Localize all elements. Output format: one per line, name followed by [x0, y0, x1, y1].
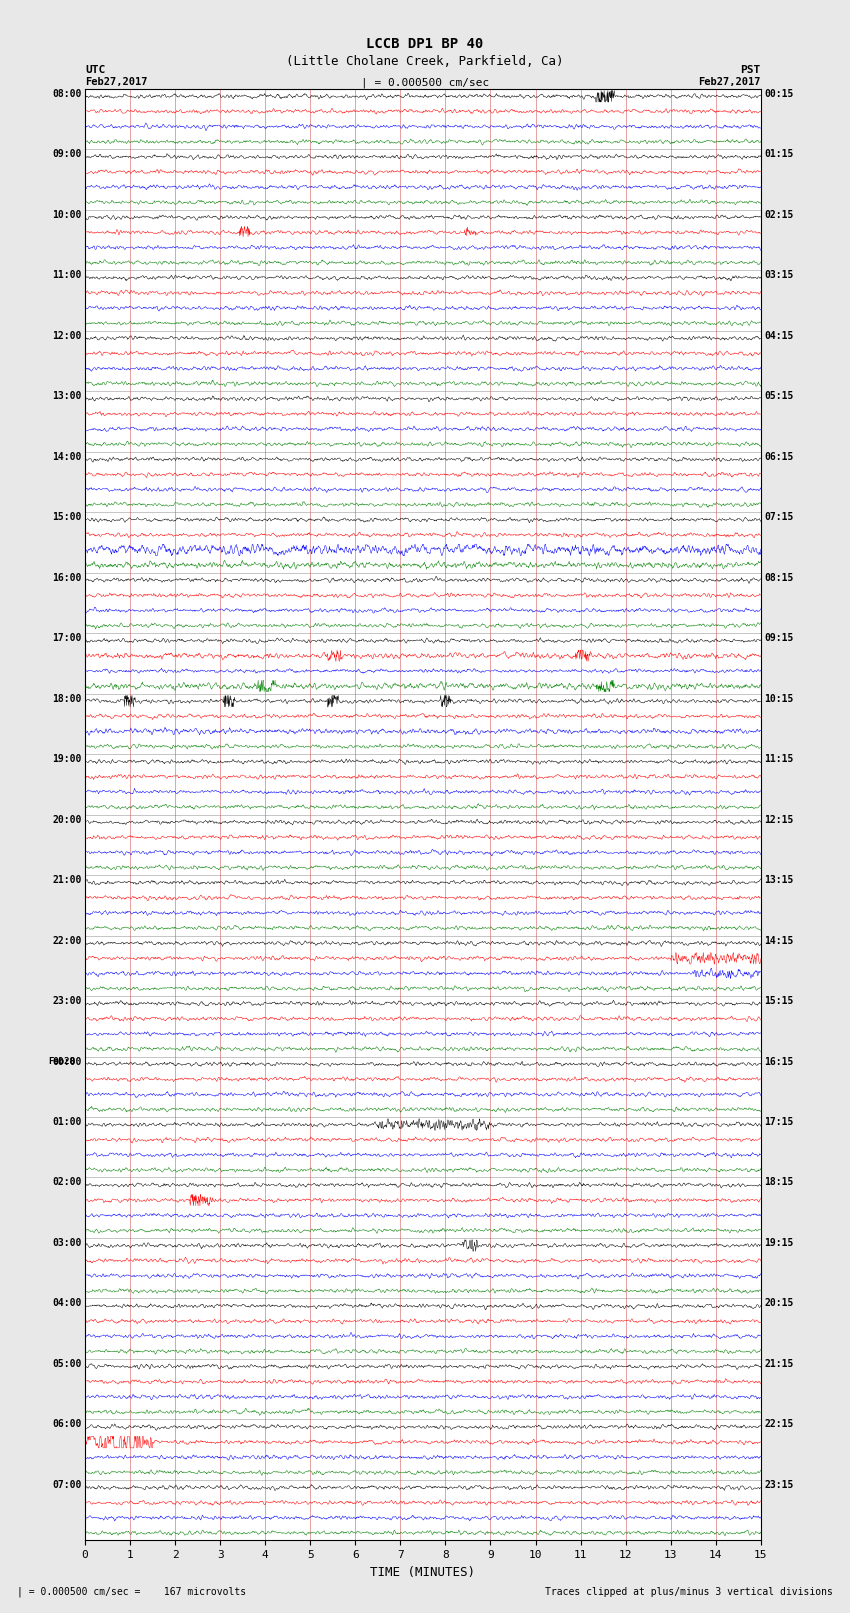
- Text: 23:15: 23:15: [764, 1481, 794, 1490]
- Text: 05:15: 05:15: [764, 392, 794, 402]
- Text: 06:15: 06:15: [764, 452, 794, 461]
- Text: 09:00: 09:00: [52, 150, 82, 160]
- Text: 13:00: 13:00: [52, 392, 82, 402]
- Text: 09:15: 09:15: [764, 634, 794, 644]
- Text: 23:00: 23:00: [52, 997, 82, 1007]
- Text: Traces clipped at plus/minus 3 vertical divisions: Traces clipped at plus/minus 3 vertical …: [545, 1587, 833, 1597]
- Text: 02:15: 02:15: [764, 210, 794, 219]
- Text: 14:15: 14:15: [764, 936, 794, 945]
- Text: 11:00: 11:00: [52, 271, 82, 281]
- Text: 12:15: 12:15: [764, 815, 794, 824]
- Text: 02:00: 02:00: [52, 1177, 82, 1187]
- Text: 22:00: 22:00: [52, 936, 82, 945]
- Text: 16:00: 16:00: [52, 573, 82, 582]
- Text: 05:00: 05:00: [52, 1358, 82, 1369]
- Text: 03:15: 03:15: [764, 271, 794, 281]
- Text: 19:00: 19:00: [52, 755, 82, 765]
- Text: 18:00: 18:00: [52, 694, 82, 703]
- Text: 10:00: 10:00: [52, 210, 82, 219]
- Text: 17:00: 17:00: [52, 634, 82, 644]
- Text: 07:15: 07:15: [764, 513, 794, 523]
- Text: 08:15: 08:15: [764, 573, 794, 582]
- Text: 16:15: 16:15: [764, 1057, 794, 1066]
- Text: 10:15: 10:15: [764, 694, 794, 703]
- Text: 01:15: 01:15: [764, 150, 794, 160]
- Text: 04:00: 04:00: [52, 1298, 82, 1308]
- Text: 19:15: 19:15: [764, 1239, 794, 1248]
- Text: 04:15: 04:15: [764, 331, 794, 340]
- Text: 18:15: 18:15: [764, 1177, 794, 1187]
- Text: Feb28: Feb28: [48, 1057, 75, 1066]
- Text: LCCB DP1 BP 40: LCCB DP1 BP 40: [366, 37, 484, 52]
- Text: (Little Cholane Creek, Parkfield, Ca): (Little Cholane Creek, Parkfield, Ca): [286, 55, 564, 68]
- Text: 22:15: 22:15: [764, 1419, 794, 1429]
- X-axis label: TIME (MINUTES): TIME (MINUTES): [371, 1566, 475, 1579]
- Text: 21:15: 21:15: [764, 1358, 794, 1369]
- Text: | = 0.000500 cm/sec: | = 0.000500 cm/sec: [361, 77, 489, 89]
- Text: 11:15: 11:15: [764, 755, 794, 765]
- Text: | = 0.000500 cm/sec =    167 microvolts: | = 0.000500 cm/sec = 167 microvolts: [17, 1586, 246, 1597]
- Text: UTC: UTC: [85, 65, 105, 74]
- Text: 13:15: 13:15: [764, 876, 794, 886]
- Text: 01:00: 01:00: [52, 1118, 82, 1127]
- Text: 20:00: 20:00: [52, 815, 82, 824]
- Text: 03:00: 03:00: [52, 1239, 82, 1248]
- Text: 06:00: 06:00: [52, 1419, 82, 1429]
- Text: 17:15: 17:15: [764, 1118, 794, 1127]
- Text: Feb27,2017: Feb27,2017: [698, 77, 761, 87]
- Text: Feb27,2017: Feb27,2017: [85, 77, 148, 87]
- Text: 15:00: 15:00: [52, 513, 82, 523]
- Text: 15:15: 15:15: [764, 997, 794, 1007]
- Text: 08:00: 08:00: [52, 89, 82, 98]
- Text: 07:00: 07:00: [52, 1481, 82, 1490]
- Text: 21:00: 21:00: [52, 876, 82, 886]
- Text: 12:00: 12:00: [52, 331, 82, 340]
- Text: 20:15: 20:15: [764, 1298, 794, 1308]
- Text: 00:15: 00:15: [764, 89, 794, 98]
- Text: 00:00: 00:00: [52, 1057, 82, 1066]
- Text: PST: PST: [740, 65, 761, 74]
- Text: 14:00: 14:00: [52, 452, 82, 461]
